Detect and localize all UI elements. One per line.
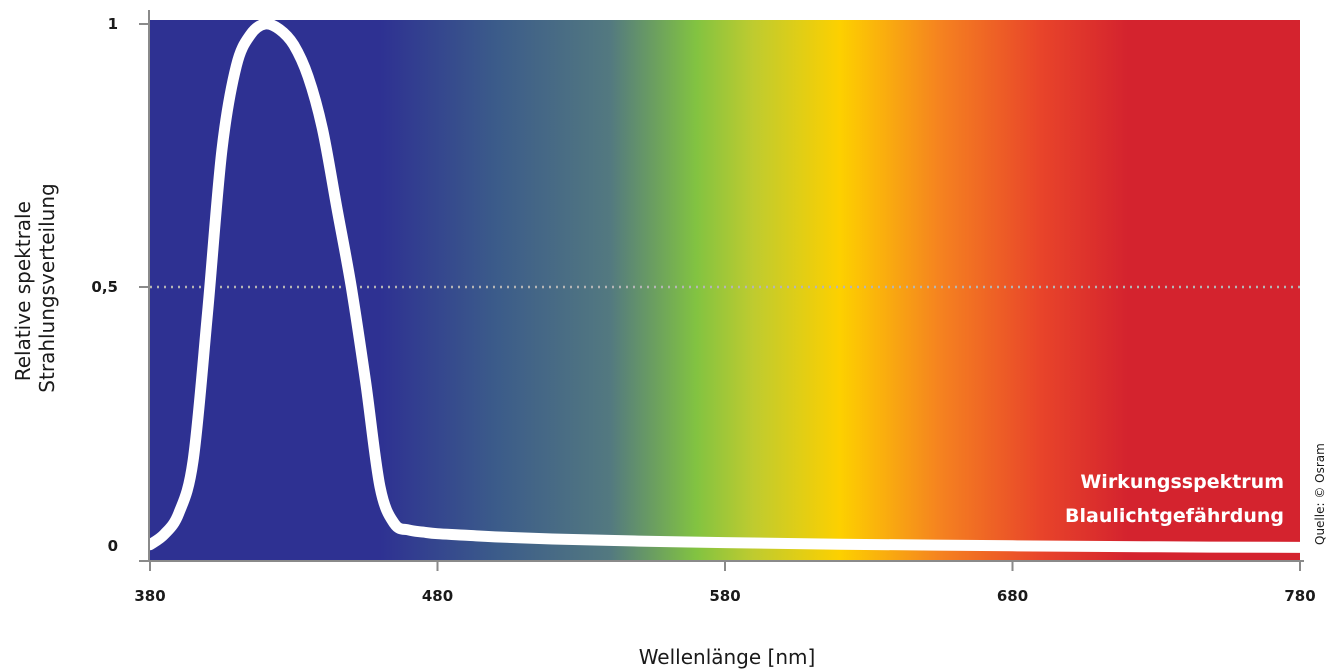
x-tick-label: 780 [1284,587,1315,605]
y-tick-label: 0,5 [91,278,118,296]
x-ticks: 380 480 580 680 780 [134,561,1316,605]
x-tick-label: 380 [134,587,165,605]
spectrum-background [150,20,1300,560]
x-tick-label: 580 [709,587,740,605]
x-tick-label: 680 [997,587,1028,605]
y-ticks: 00,51 [91,15,149,562]
x-tick-label: 480 [422,587,453,605]
annotation-line-2: Blaulichtgefährdung [1065,505,1284,527]
source-credit: Quelle: © Osram [1313,443,1327,545]
x-axis-title: Wellenlänge [nm] [639,645,816,669]
series-line [150,20,1300,553]
annotation-line-1: Wirkungsspektrum [1080,471,1284,493]
axes [139,10,1304,562]
y-axis-title-line-1: Relative spektrale [11,201,35,381]
y-axis-title: Relative spektrale Strahlungsverteilung [11,183,59,392]
y-tick-label: 1 [108,15,118,33]
y-axis-title-line-2: Strahlungsverteilung [35,183,59,392]
y-tick-label: 0 [108,537,118,555]
